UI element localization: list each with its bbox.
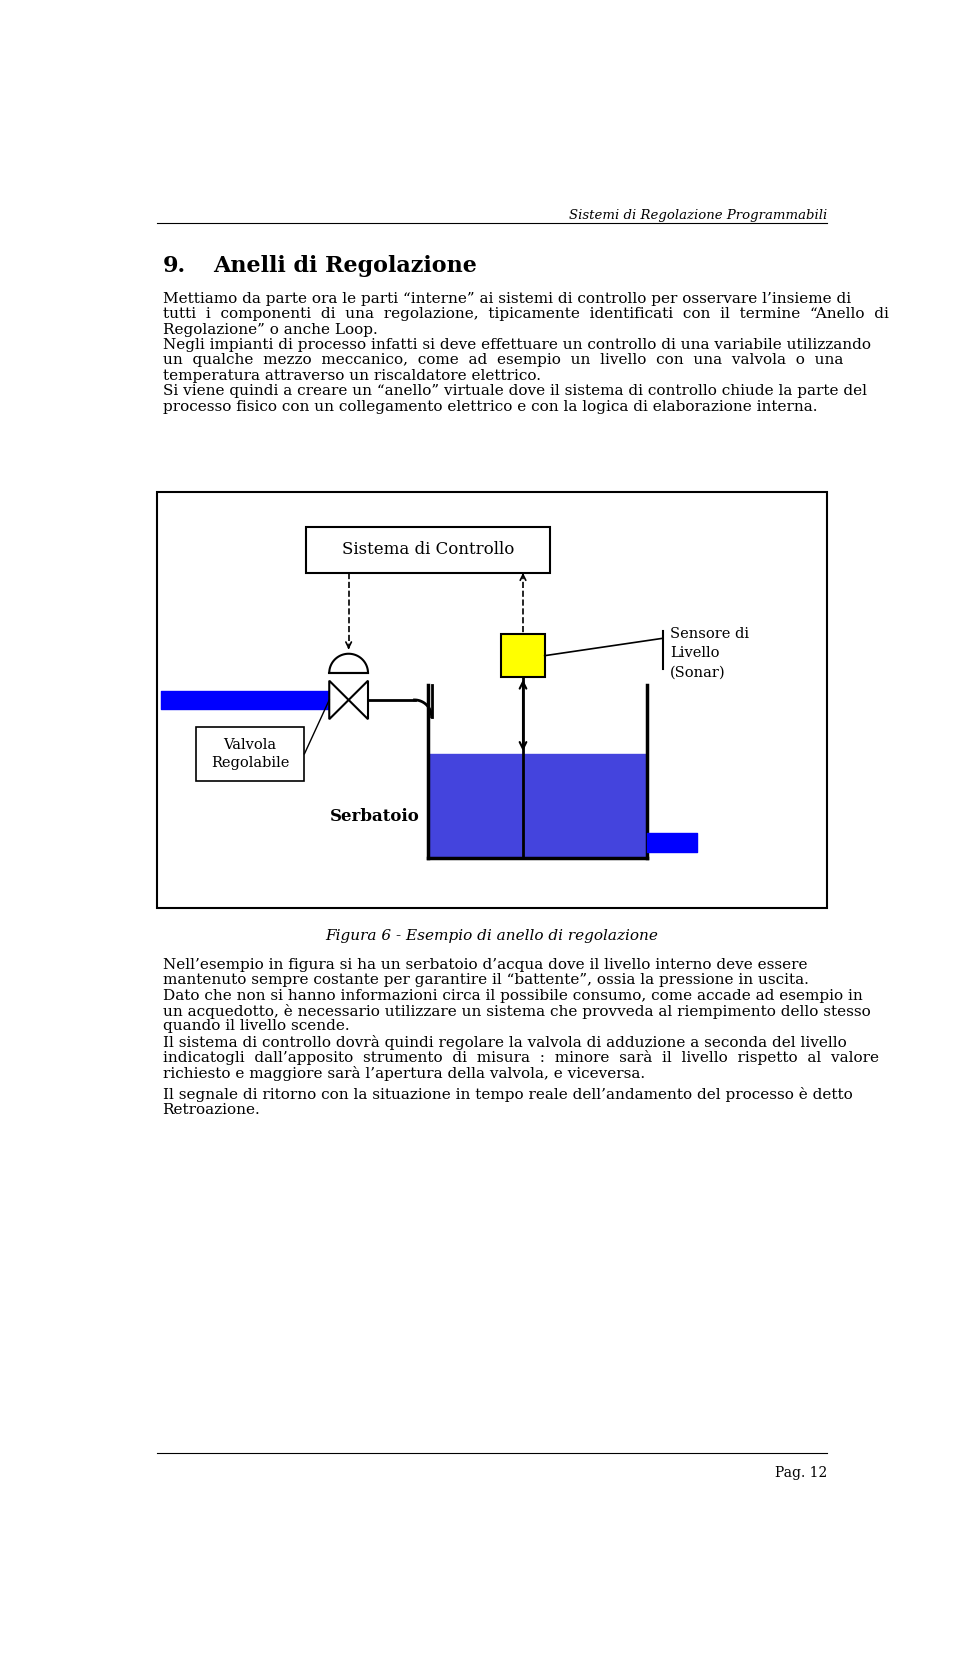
Text: Anelli di Regolazione: Anelli di Regolazione [213,254,477,278]
Text: Si viene quindi a creare un “anello” virtuale dove il sistema di controllo chiud: Si viene quindi a creare un “anello” vir… [162,384,867,399]
Text: quando il livello scende.: quando il livello scende. [162,1019,349,1034]
Bar [196,726,304,781]
Text: Il sistema di controllo dovrà quindi regolare la valvola di adduzione a seconda : Il sistema di controllo dovrà quindi reg… [162,1035,847,1050]
Text: un  qualche  mezzo  meccanico,  come  ad  esempio  un  livello  con  una  valvol: un qualche mezzo meccanico, come ad esem… [162,354,843,367]
Text: richiesto e maggiore sarà l’apertura della valvola, e viceversa.: richiesto e maggiore sarà l’apertura del… [162,1065,645,1080]
Text: temperatura attraverso un riscaldatore elettrico.: temperatura attraverso un riscaldatore e… [162,369,540,382]
Text: processo fisico con un collegamento elettrico e con la logica di elaborazione in: processo fisico con un collegamento elet… [162,399,817,414]
Text: Retroazione.: Retroazione. [162,1102,260,1117]
Bar [306,527,550,573]
Text: mantenuto sempre costante per garantire il “battente”, ossia la pressione in usc: mantenuto sempre costante per garantire … [162,974,808,987]
Text: 9.: 9. [162,254,185,278]
Text: Figura 6 - Esempio di anello di regolazione: Figura 6 - Esempio di anello di regolazi… [325,929,659,944]
Text: indicatogli  dall’apposito  strumento  di  misura  :  minore  sarà  il  livello : indicatogli dall’apposito strumento di m… [162,1050,878,1065]
Text: Sistema di Controllo: Sistema di Controllo [342,542,515,558]
Text: Serbatoio: Serbatoio [330,808,420,824]
Polygon shape [329,653,368,673]
Polygon shape [329,681,348,720]
Text: Regolazione” o anche Loop.: Regolazione” o anche Loop. [162,322,377,337]
Text: Nell’esempio in figura si ha un serbatoio d’acqua dove il livello interno deve e: Nell’esempio in figura si ha un serbatoi… [162,957,807,972]
Text: Il segnale di ritorno con la situazione in tempo reale dell’andamento del proces: Il segnale di ritorno con la situazione … [162,1087,852,1102]
Text: tutti  i  componenti  di  una  regolazione,  tipicamente  identificati  con  il : tutti i componenti di una regolazione, t… [162,307,889,321]
Text: Valvola
Regolabile: Valvola Regolabile [211,738,289,770]
Text: Negli impianti di processo infatti si deve effettuare un controllo di una variab: Negli impianti di processo infatti si de… [162,337,871,352]
Polygon shape [348,681,368,720]
Text: Dato che non si hanno informazioni circa il possibile consumo, come accade ad es: Dato che non si hanno informazioni circa… [162,989,862,1002]
Text: un acquedotto, è necessario utilizzare un sistema che provveda al riempimento de: un acquedotto, è necessario utilizzare u… [162,1004,871,1019]
Bar [157,492,827,907]
Bar [501,635,544,676]
Text: Mettiamo da parte ora le parti “interne” ai sistemi di controllo per osservare l: Mettiamo da parte ora le parti “interne”… [162,293,851,306]
Text: Sensore di
Livello
(Sonar): Sensore di Livello (Sonar) [670,627,750,680]
Text: Sistemi di Regolazione Programmabili: Sistemi di Regolazione Programmabili [568,209,827,221]
Text: Pag. 12: Pag. 12 [775,1466,827,1481]
